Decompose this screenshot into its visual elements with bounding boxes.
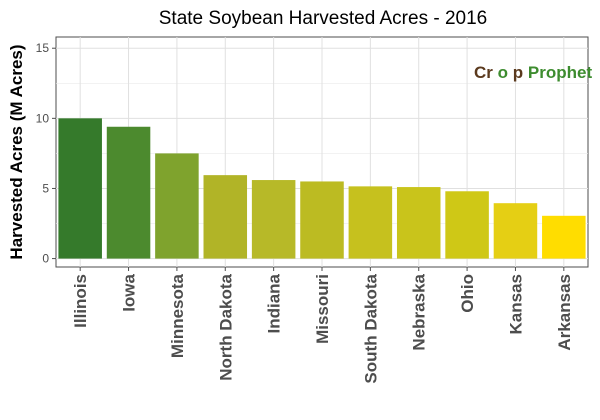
bar xyxy=(396,187,441,259)
bar xyxy=(203,175,248,259)
x-tick-label: Ohio xyxy=(458,274,477,313)
x-tick-label: Illinois xyxy=(71,274,90,328)
x-axis: Illinois Iowa Minnesota North Dakota Indiana… xyxy=(71,267,574,384)
bar xyxy=(251,180,296,259)
cropprophet-logo: Cr o p Prophet xyxy=(474,63,592,82)
bar xyxy=(155,153,199,259)
x-tick-label: South Dakota xyxy=(361,273,380,383)
y-tick-label: 0 xyxy=(42,252,49,266)
logo-text-cr: Cr xyxy=(474,63,493,82)
x-tick-label: Iowa xyxy=(120,273,139,311)
x-tick-label: Nebraska xyxy=(410,273,429,350)
bar-group xyxy=(58,118,586,259)
x-tick-label: Missouri xyxy=(313,274,332,344)
logo-leaf-icon: o xyxy=(498,63,508,82)
bar xyxy=(58,118,102,259)
bar xyxy=(445,191,489,259)
svg-text:Cr o p Proph: Cr o p Prophet xyxy=(474,63,592,82)
x-tick-label: Indiana xyxy=(265,273,284,333)
bar xyxy=(542,215,586,259)
logo-text-p: p xyxy=(513,63,523,82)
logo-text-prophet: Prophet xyxy=(528,63,593,82)
y-tick-label: 5 xyxy=(42,181,49,195)
x-tick-label: Arkansas xyxy=(555,274,574,351)
x-tick-label: Kansas xyxy=(506,274,525,334)
y-axis-label: Harvested Acres (M Acres) xyxy=(7,44,26,259)
y-axis: 0 5 10 15 xyxy=(36,41,56,266)
y-tick-label: 10 xyxy=(36,111,50,125)
bar xyxy=(106,126,151,259)
x-tick-label: North Dakota xyxy=(216,273,235,380)
chart-title: State Soybean Harvested Acres - 2016 xyxy=(159,8,487,29)
bar xyxy=(493,203,538,259)
bar xyxy=(300,181,344,259)
y-tick-label: 15 xyxy=(36,41,50,55)
bar xyxy=(348,186,393,259)
x-tick-label: Minnesota xyxy=(168,273,187,358)
